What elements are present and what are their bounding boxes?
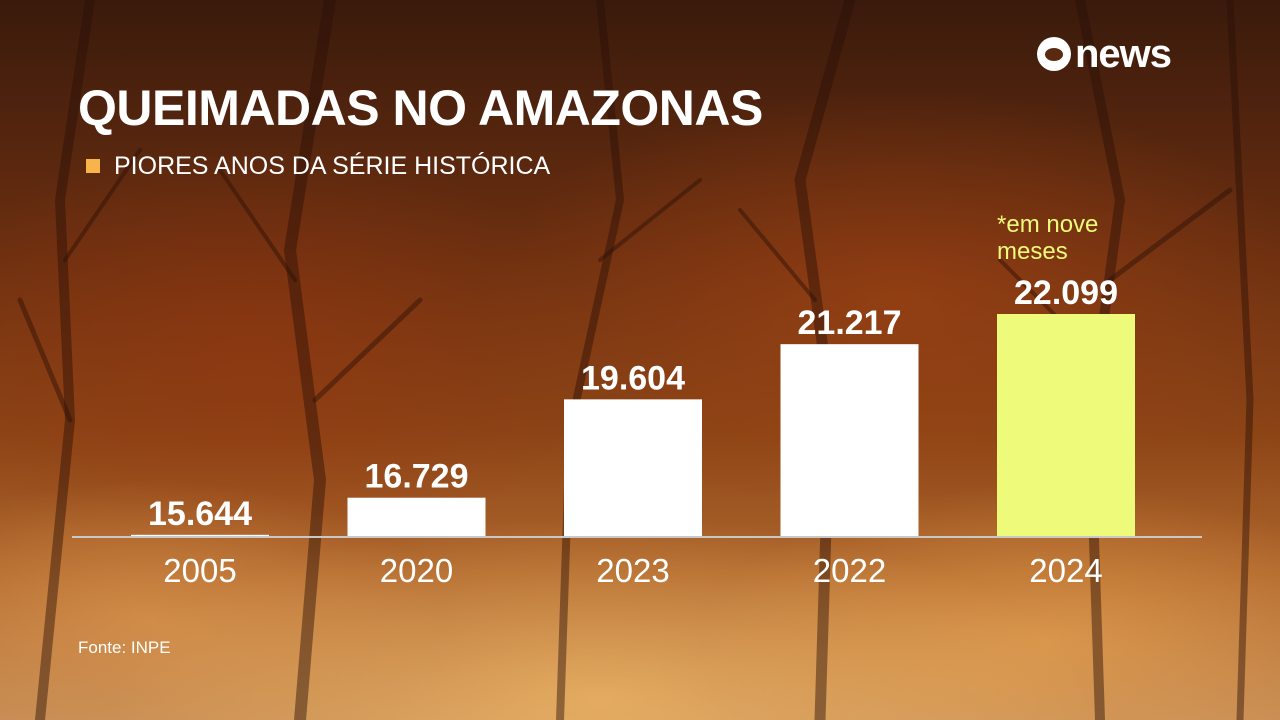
logo-wordmark: news — [1075, 32, 1172, 76]
bar-2024 — [997, 314, 1135, 537]
bar-2020 — [347, 497, 486, 537]
globo-icon — [1037, 37, 1071, 71]
value-label-2020: 16.729 — [365, 458, 469, 496]
bar-2023 — [564, 399, 702, 537]
chart-subtitle: PIORES ANOS DA SÉRIE HISTÓRICA — [114, 152, 551, 180]
legend: PIORES ANOS DA SÉRIE HISTÓRICA — [86, 150, 550, 182]
bar-2005 — [131, 534, 269, 537]
category-label-2024: 2024 — [1029, 552, 1102, 589]
value-label-2024: 22.099 — [1014, 274, 1118, 312]
annotation-line-2: meses — [997, 238, 1068, 265]
category-label-2023: 2023 — [596, 552, 669, 589]
category-label-2022: 2022 — [813, 552, 886, 589]
value-label-2023: 19.604 — [581, 359, 685, 397]
value-label-2005: 15.644 — [148, 495, 252, 533]
source-note: Fonte: INPE — [78, 638, 171, 657]
legend-swatch — [86, 159, 100, 173]
value-label-2022: 21.217 — [798, 304, 902, 342]
bar-2022 — [780, 344, 919, 537]
chart-title: QUEIMADAS NO AMAZONAS — [78, 80, 763, 136]
gnews-logo: news — [1037, 32, 1172, 76]
category-label-2005: 2005 — [163, 552, 236, 589]
annotation-line-1: *em nove — [997, 211, 1098, 238]
category-label-2020: 2020 — [380, 552, 453, 589]
